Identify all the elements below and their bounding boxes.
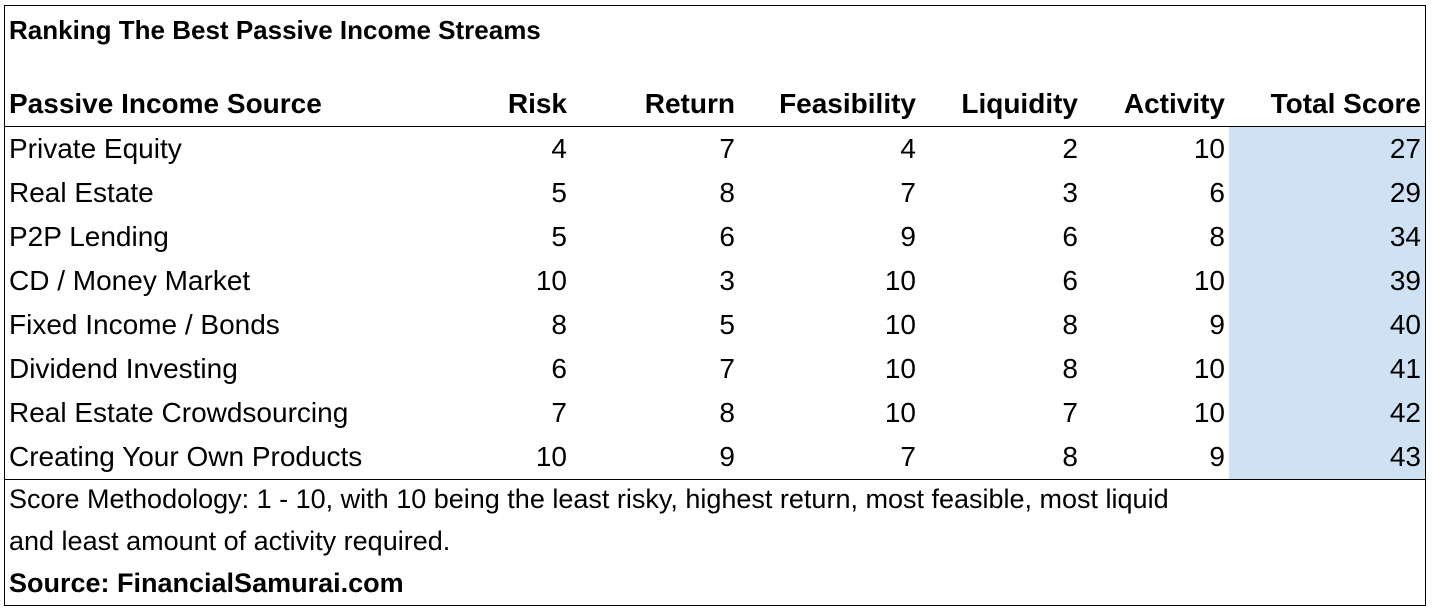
- cell-feasibility: 10: [884, 309, 916, 340]
- cell-return: 3: [719, 265, 735, 296]
- cell-risk: 5: [551, 221, 567, 252]
- header-row: Passive Income Source Risk Return Feasib…: [5, 82, 1425, 127]
- cell-total: 41: [1229, 347, 1425, 391]
- cell-activity: 10: [1193, 397, 1225, 428]
- column-header-liquidity: Liquidity: [920, 82, 1082, 127]
- cell-activity: 10: [1193, 265, 1225, 296]
- cell-total: 42: [1229, 391, 1425, 435]
- cell-risk: 8: [551, 309, 567, 340]
- table-row: P2P Lending 5 6 9 6 8 34: [5, 215, 1425, 259]
- cell-source: P2P Lending: [9, 221, 169, 252]
- column-header-source: Passive Income Source: [5, 82, 475, 127]
- cell-feasibility: 10: [884, 397, 916, 428]
- column-header-feasibility: Feasibility: [739, 82, 920, 127]
- cell-risk: 5: [551, 177, 567, 208]
- cell-source: CD / Money Market: [9, 265, 251, 296]
- column-header-return: Return: [571, 82, 739, 127]
- table-body: Private Equity 4 7 4 2 10 27 Real Estate 5 8 7 3 6 29…: [5, 126, 1425, 480]
- cell-risk: 4: [551, 133, 567, 164]
- table-row: Dividend Investing 6 7 10 8 10 41: [5, 347, 1425, 391]
- table-row: Creating Your Own Products 10 9 7 8 9 43: [5, 435, 1425, 480]
- cell-source: Private Equity: [9, 133, 182, 164]
- cell-liquidity: 7: [1062, 397, 1078, 428]
- cell-source: Dividend Investing: [9, 353, 238, 384]
- cell-source: Real Estate Crowdsourcing: [9, 397, 349, 428]
- cell-liquidity: 6: [1062, 265, 1078, 296]
- cell-return: 6: [719, 221, 735, 252]
- cell-risk: 10: [475, 435, 571, 480]
- cell-activity: 8: [1209, 221, 1225, 252]
- cell-activity: 6: [1209, 177, 1225, 208]
- cell-total: 39: [1229, 259, 1425, 303]
- cell-liquidity: 8: [1062, 309, 1078, 340]
- cell-activity: 9: [1209, 309, 1225, 340]
- cell-liquidity: 3: [1062, 177, 1078, 208]
- table-row: Real Estate Crowdsourcing 7 8 10 7 10 42: [5, 391, 1425, 435]
- cell-return: 8: [719, 397, 735, 428]
- table-frame: Ranking The Best Passive Income Streams …: [4, 5, 1426, 606]
- column-header-risk: Risk: [475, 82, 571, 127]
- cell-feasibility: 10: [884, 265, 916, 296]
- cell-liquidity: 8: [1062, 353, 1078, 384]
- cell-return: 7: [719, 353, 735, 384]
- cell-risk: 10: [535, 265, 567, 296]
- cell-source: Creating Your Own Products: [5, 435, 475, 480]
- cell-source: Fixed Income / Bonds: [9, 309, 280, 340]
- cell-total: 40: [1229, 303, 1425, 347]
- cell-return: 5: [719, 309, 735, 340]
- cell-feasibility: 7: [900, 177, 916, 208]
- methodology-note-line-2: and least amount of activity required.: [9, 526, 451, 556]
- table-row: Private Equity 4 7 4 2 10 27: [5, 126, 1425, 171]
- cell-risk: 6: [551, 353, 567, 384]
- source-label: Source: FinancialSamurai.com: [9, 568, 404, 598]
- methodology-note-line-1: Score Methodology: 1 - 10, with 10 being…: [9, 484, 1169, 514]
- cell-risk: 7: [551, 397, 567, 428]
- cell-total: 29: [1229, 171, 1425, 215]
- cell-activity: 10: [1193, 133, 1225, 164]
- cell-feasibility: 9: [900, 221, 916, 252]
- cell-return: 7: [719, 133, 735, 164]
- column-header-activity: Activity: [1082, 82, 1229, 127]
- cell-return: 8: [719, 177, 735, 208]
- cell-liquidity: 8: [920, 435, 1082, 480]
- cell-total: 34: [1229, 215, 1425, 259]
- cell-liquidity: 6: [1062, 221, 1078, 252]
- cell-feasibility: 10: [884, 353, 916, 384]
- cell-liquidity: 2: [1062, 133, 1078, 164]
- table-title: Ranking The Best Passive Income Streams: [9, 15, 541, 45]
- column-header-total-score: Total Score: [1229, 82, 1425, 127]
- cell-activity: 10: [1193, 353, 1225, 384]
- table-row: Fixed Income / Bonds 8 5 10 8 9 40: [5, 303, 1425, 347]
- cell-total: 27: [1229, 126, 1425, 171]
- ranking-table: Passive Income Source Risk Return Feasib…: [5, 82, 1425, 480]
- cell-feasibility: 4: [900, 133, 916, 164]
- cell-feasibility: 7: [739, 435, 920, 480]
- table-row: CD / Money Market 10 3 10 6 10 39: [5, 259, 1425, 303]
- cell-return: 9: [571, 435, 739, 480]
- cell-source: Real Estate: [9, 177, 154, 208]
- table-row: Real Estate 5 8 7 3 6 29: [5, 171, 1425, 215]
- cell-activity: 9: [1082, 435, 1229, 480]
- cell-total: 43: [1229, 435, 1425, 480]
